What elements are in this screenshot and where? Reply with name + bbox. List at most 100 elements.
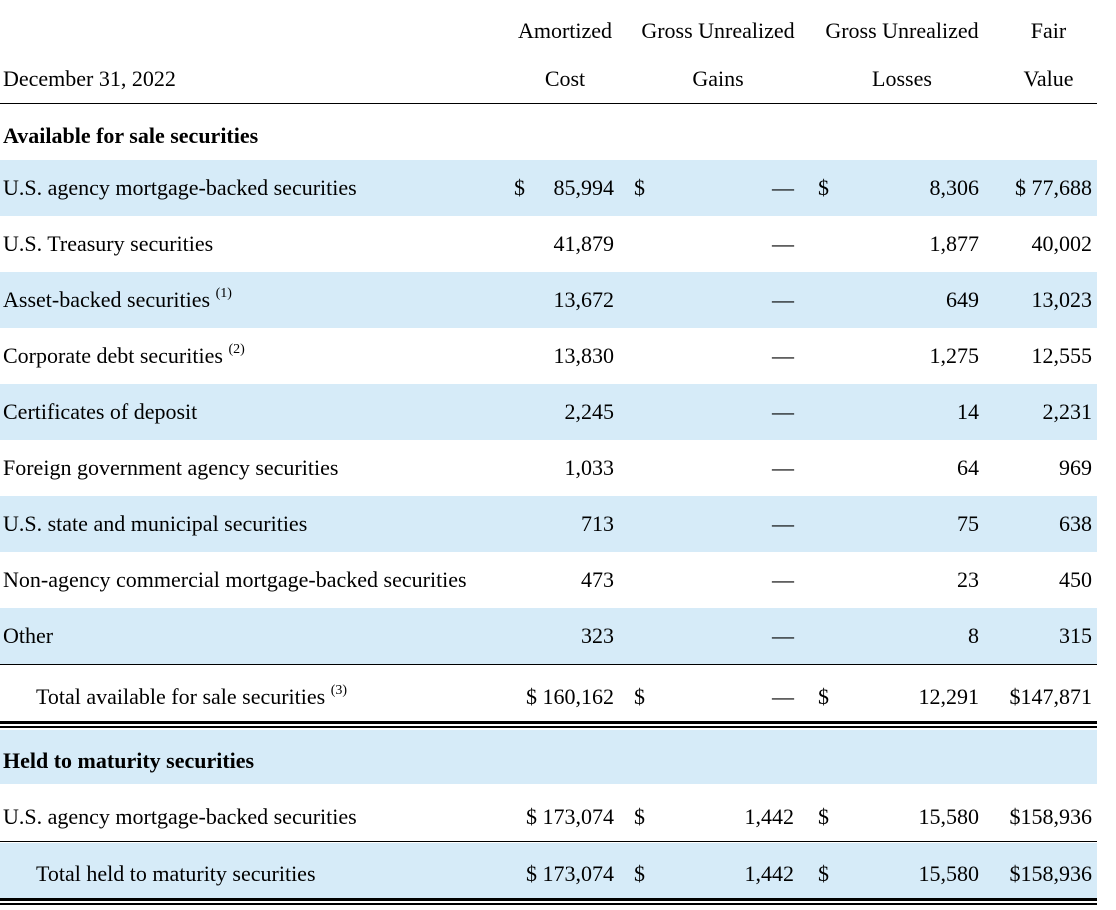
amortized-cost: 323 — [581, 623, 614, 648]
unrealized-losses: 1,275 — [929, 343, 980, 368]
currency-symbol: $ — [514, 175, 525, 200]
amortized-cost: 41,879 — [553, 231, 615, 256]
unrealized-losses: 75 — [957, 511, 979, 536]
unrealized-losses: 12,291 — [918, 684, 980, 709]
afs-subtotal-rule — [0, 664, 1097, 665]
amortized-cost: $ 160,162 — [526, 684, 614, 709]
header-gains-line2: Gains — [692, 66, 744, 91]
row-label: U.S. Treasury securities — [3, 231, 214, 256]
fair-value: 12,555 — [1031, 343, 1093, 368]
unrealized-losses: 649 — [946, 287, 979, 312]
unrealized-losses: 64 — [957, 455, 979, 480]
unrealized-gains: — — [772, 231, 794, 256]
unrealized-gains: — — [772, 343, 794, 368]
currency-symbol: $ — [634, 684, 645, 709]
fair-value: $147,871 — [1009, 684, 1093, 709]
header-losses-line2: Losses — [872, 66, 932, 91]
htm-double-rule-bottom — [0, 903, 1097, 905]
htm-subtotal-rule — [0, 841, 1097, 842]
fair-value: 638 — [1059, 511, 1092, 536]
htm-double-rule-top — [0, 898, 1097, 901]
fair-value: 2,231 — [1042, 399, 1093, 424]
table-row: Non-agency commercial mortgage-backed se… — [0, 552, 1097, 608]
afs-section-title: Available for sale securities — [3, 123, 259, 148]
row-label: Foreign government agency securities — [3, 455, 339, 480]
unrealized-gains: 1,442 — [744, 861, 795, 886]
header-losses-line1: Gross Unrealized — [825, 18, 979, 43]
row-label: U.S. agency mortgage-backed securities — [3, 175, 357, 200]
total-label: Total held to maturity securities — [36, 861, 316, 886]
unrealized-gains: — — [772, 684, 794, 709]
amortized-cost: 473 — [581, 567, 614, 592]
header-gains-line1: Gross Unrealized — [641, 18, 795, 43]
currency-symbol: $ — [634, 861, 645, 886]
amortized-cost: 13,672 — [553, 287, 615, 312]
amortized-cost: 713 — [581, 511, 614, 536]
table-row: U.S. state and municipal securities 713 … — [0, 496, 1097, 552]
unrealized-gains: — — [772, 567, 794, 592]
unrealized-losses: 15,580 — [918, 804, 980, 829]
unrealized-gains: — — [772, 511, 794, 536]
unrealized-gains: — — [772, 455, 794, 480]
unrealized-gains: 1,442 — [744, 804, 795, 829]
table-row: Asset-backed securities (1) 13,672 — 649… — [0, 272, 1097, 328]
unrealized-losses: 15,580 — [918, 861, 980, 886]
fair-value: 13,023 — [1031, 287, 1093, 312]
table-row: U.S. agency mortgage-backed securities $… — [0, 160, 1097, 216]
row-label: Asset-backed securities — [3, 287, 211, 312]
amortized-cost: 1,033 — [564, 455, 615, 480]
total-label: Total available for sale securities — [36, 684, 326, 709]
amortized-cost: $ 173,074 — [526, 861, 614, 886]
unrealized-losses: 8 — [968, 623, 979, 648]
amortized-cost: 13,830 — [553, 343, 615, 368]
fair-value: 315 — [1059, 623, 1092, 648]
fair-value: 969 — [1059, 455, 1092, 480]
unrealized-losses: 23 — [957, 567, 979, 592]
unrealized-gains: — — [772, 175, 794, 200]
row-label: Certificates of deposit — [3, 399, 198, 424]
htm-section-title: Held to maturity securities — [3, 748, 255, 773]
table-row: Other 323 — 8 315 — [0, 608, 1097, 664]
row-label: U.S. agency mortgage-backed securities — [3, 804, 357, 829]
afs-double-rule-bottom — [0, 726, 1097, 728]
footnote-marker: (2) — [228, 341, 245, 357]
currency-symbol: $ — [818, 684, 829, 709]
afs-double-rule-top — [0, 721, 1097, 724]
header-amortized-line2: Cost — [544, 66, 586, 91]
currency-symbol: $ — [818, 175, 829, 200]
table-row: Corporate debt securities (2) 13,830 — 1… — [0, 328, 1097, 384]
row-label: U.S. state and municipal securities — [3, 511, 308, 536]
header-amortized-line1: Amortized — [517, 18, 613, 43]
htm-total-row: Total held to maturity securities $ 173,… — [0, 843, 1097, 898]
unrealized-losses: 1,877 — [929, 231, 980, 256]
fair-value: $158,936 — [1009, 861, 1093, 886]
row-label-wrap: Corporate debt securities (2) — [3, 328, 245, 384]
fair-value: $ 77,688 — [1015, 175, 1092, 200]
unrealized-gains: — — [772, 623, 794, 648]
unrealized-losses: 14 — [957, 399, 979, 424]
footnote-marker: (1) — [215, 285, 232, 301]
fair-value: 40,002 — [1031, 231, 1093, 256]
amortized-cost: 2,245 — [564, 399, 615, 424]
row-label: Corporate debt securities — [3, 343, 223, 368]
footnote-marker: (3) — [330, 682, 348, 698]
table-row: U.S. Treasury securities 41,879 — 1,877 … — [0, 216, 1097, 272]
header-date: December 31, 2022 — [3, 66, 176, 91]
htm-section-header: Held to maturity securities — [0, 730, 1097, 784]
currency-symbol: $ — [818, 861, 829, 886]
row-label: Non-agency commercial mortgage-backed se… — [3, 567, 467, 592]
afs-total-row: Total available for sale securities (3) … — [0, 669, 1097, 725]
total-label-wrap: Total available for sale securities (3) — [36, 669, 347, 725]
header-rule — [0, 103, 1097, 104]
unrealized-losses: 8,306 — [929, 175, 980, 200]
amortized-cost: $ 173,074 — [526, 804, 614, 829]
currency-symbol: $ — [818, 804, 829, 829]
header-fair-line2: Value — [1023, 66, 1074, 91]
currency-symbol: $ — [634, 175, 645, 200]
fair-value: $158,936 — [1009, 804, 1093, 829]
row-label: Other — [3, 623, 54, 648]
afs-section-header: Available for sale securities — [0, 108, 1097, 164]
table-row: Foreign government agency securities 1,0… — [0, 440, 1097, 496]
unrealized-gains: — — [772, 399, 794, 424]
